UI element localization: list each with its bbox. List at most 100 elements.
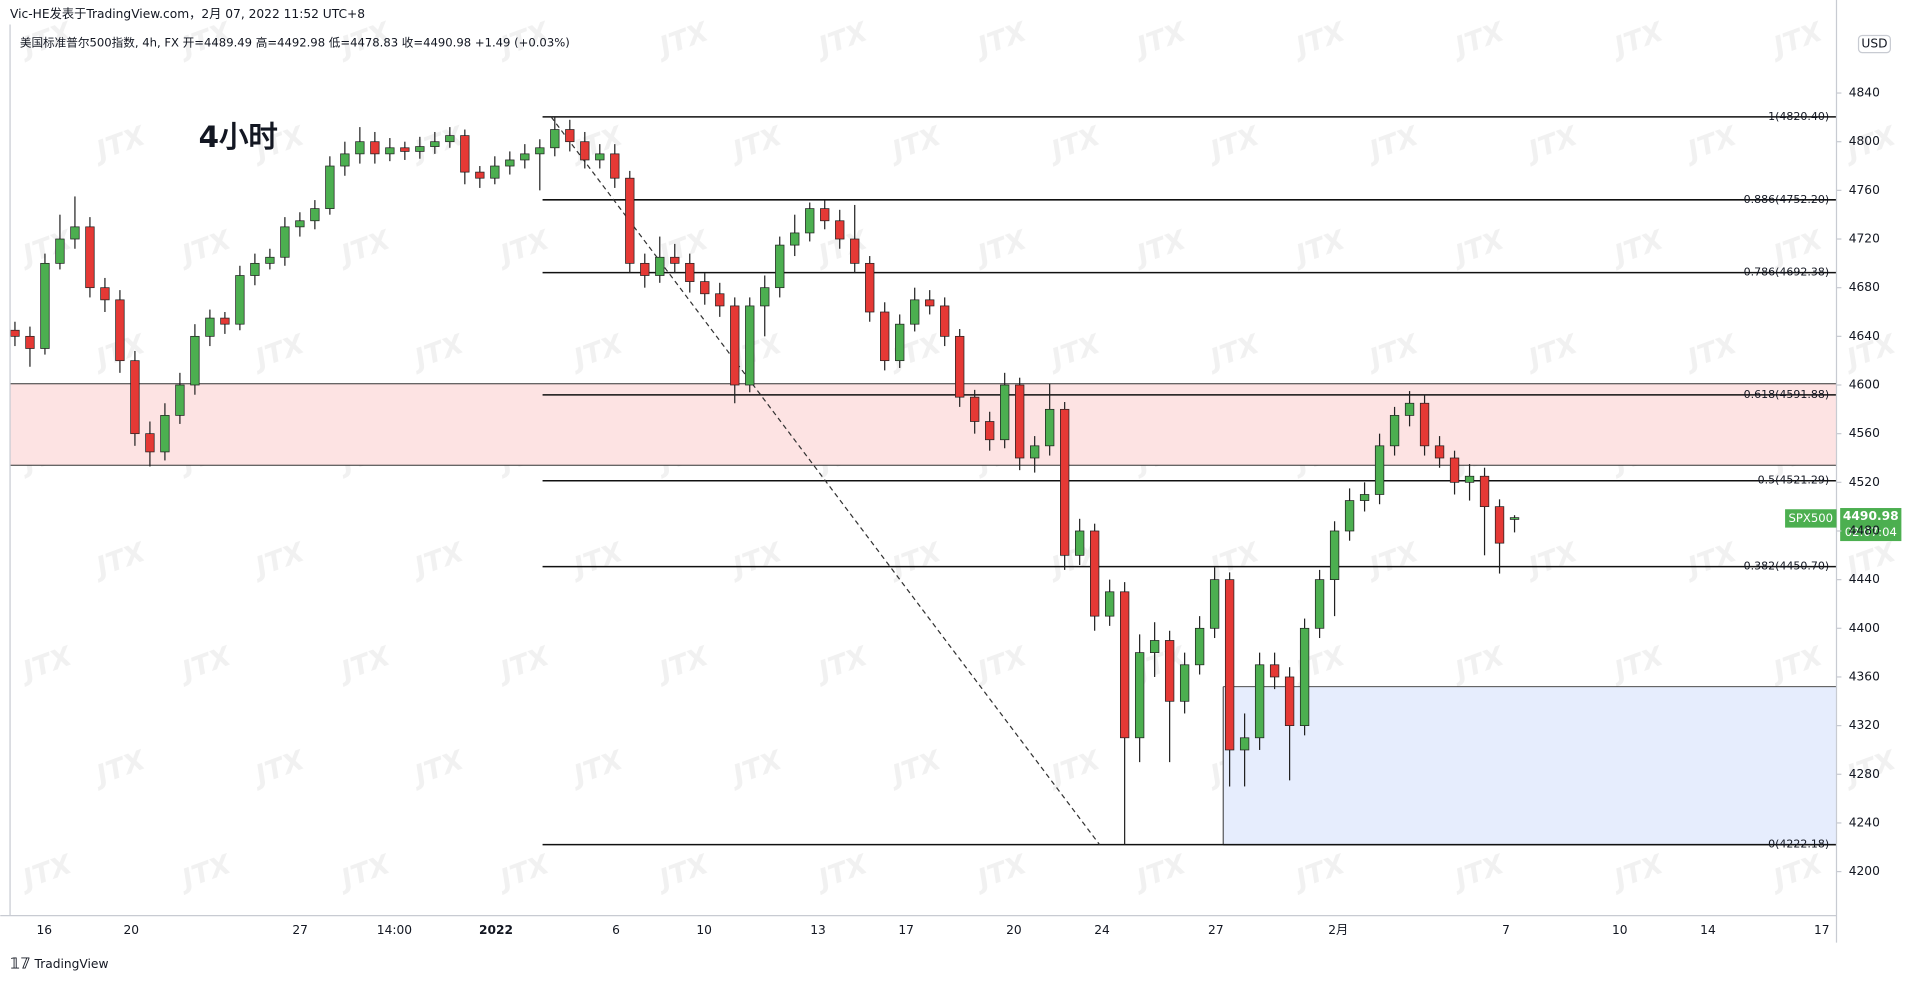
y-tick-label: 4240: [1849, 815, 1880, 829]
candle-body: [625, 177, 635, 264]
currency-box[interactable]: [1857, 34, 1891, 54]
candle-body: [940, 305, 950, 337]
candle-body: [55, 238, 65, 264]
zone: [10, 383, 1837, 466]
candle-body: [580, 141, 590, 161]
candle-body: [970, 396, 980, 422]
candle-body: [220, 317, 230, 325]
fib-label: 0.5(4521.29): [1758, 474, 1830, 487]
symbol-legend: 美国标准普尔500指数, 4h, FX 开=4489.49 高=4492.98 …: [20, 35, 570, 49]
candle-body: [865, 262, 875, 313]
candle-body: [610, 153, 620, 179]
candle-body: [910, 299, 920, 325]
brand[interactable]: TradingView: [34, 957, 109, 971]
candle-body: [280, 226, 290, 258]
candle-body: [775, 244, 785, 289]
candle-body: [1090, 530, 1100, 617]
candle-body: [1419, 402, 1430, 447]
brand-logo[interactable]: 𝟙𝟟: [10, 956, 30, 973]
x-tick-label: 24: [1094, 923, 1110, 937]
x-tick-label: 10: [696, 923, 712, 937]
candle-body: [1105, 591, 1115, 617]
candle-body: [385, 147, 395, 155]
y-tick-label: 4760: [1849, 183, 1880, 197]
candle-body: [1374, 445, 1385, 495]
candle-body: [475, 171, 485, 179]
y-tick-label: 4320: [1849, 718, 1880, 732]
candle-body: [1509, 517, 1520, 520]
fib-label: 0.886(4752.20): [1744, 193, 1830, 206]
candle-body: [850, 238, 860, 264]
candle-body: [1404, 402, 1415, 416]
candle-body: [505, 159, 515, 167]
candle-body: [1494, 506, 1505, 544]
candle-body: [355, 141, 365, 155]
y-tick-label: 4200: [1849, 864, 1880, 878]
candle-body: [670, 256, 680, 264]
y-tick-label: 4280: [1849, 767, 1880, 781]
fib-label: 0(4222.18): [1768, 838, 1829, 851]
candle-body: [895, 323, 905, 362]
candle-body: [1254, 664, 1265, 739]
candle-body: [745, 305, 755, 386]
y-tick-label: 4560: [1849, 426, 1880, 440]
countdown: 02:07:04: [1845, 525, 1897, 539]
candle-body: [1045, 408, 1055, 447]
x-tick-label: 7: [1502, 923, 1510, 937]
credit: Vic-HE发表于TradingView.com，2月 07, 2022 11:…: [10, 6, 365, 21]
candle-body: [1464, 475, 1475, 483]
candle-body: [1239, 737, 1250, 751]
x-tick-label: 27: [292, 923, 308, 937]
candle-body: [595, 153, 605, 161]
annotation: 4小时: [199, 120, 278, 154]
y-tick-label: 4720: [1849, 232, 1880, 246]
fib-label: 1(4820.40): [1768, 110, 1829, 123]
candle-body: [925, 299, 935, 307]
price-tag: [1840, 508, 1902, 542]
fib-label: 0.786(4692.38): [1744, 266, 1830, 279]
candle-body: [1119, 591, 1130, 739]
x-tick-label: 14:00: [377, 923, 412, 937]
fib-label: 0.618(4591.88): [1744, 388, 1830, 401]
y-tick-label: 4680: [1849, 280, 1880, 294]
candle-body: [445, 135, 455, 143]
candle-body: [1194, 627, 1205, 666]
candle-body: [310, 208, 320, 222]
candle-body: [1134, 652, 1145, 739]
candle-body: [1344, 500, 1355, 532]
candle-body: [790, 232, 800, 246]
fib-label: 0.382(4450.70): [1744, 560, 1830, 573]
candle-body: [490, 165, 500, 179]
candle-body: [325, 165, 335, 209]
x-tick-label: 10: [1612, 923, 1628, 937]
candle-body: [1164, 640, 1175, 702]
y-tick-label: 4600: [1849, 377, 1880, 391]
symbol-tag-label: SPX500: [1789, 511, 1833, 525]
candle-body: [250, 262, 260, 276]
symbol-tag: [1785, 509, 1837, 528]
candle-body: [415, 146, 425, 152]
candle-body: [460, 135, 470, 173]
candle-body: [1179, 664, 1190, 702]
candle-body: [25, 335, 35, 349]
currency[interactable]: USD: [1861, 37, 1887, 51]
candle-body: [715, 293, 725, 307]
candle-body: [1269, 664, 1280, 678]
candle-body: [1314, 579, 1325, 629]
candle-body: [430, 141, 440, 147]
candle-body: [1389, 415, 1400, 447]
candle-body: [115, 299, 125, 362]
candle-body: [520, 153, 530, 161]
trend-line: [550, 116, 1101, 845]
candle-body: [175, 384, 185, 416]
candle-body: [550, 129, 560, 149]
x-tick-label: 13: [810, 923, 826, 937]
candle-body: [190, 335, 200, 386]
candle-body: [760, 287, 770, 307]
candle-body: [130, 360, 140, 435]
candle-body: [1299, 627, 1310, 726]
x-tick-label: 6: [612, 923, 620, 937]
candle-body: [1449, 457, 1460, 483]
x-tick-label: 20: [1006, 923, 1022, 937]
